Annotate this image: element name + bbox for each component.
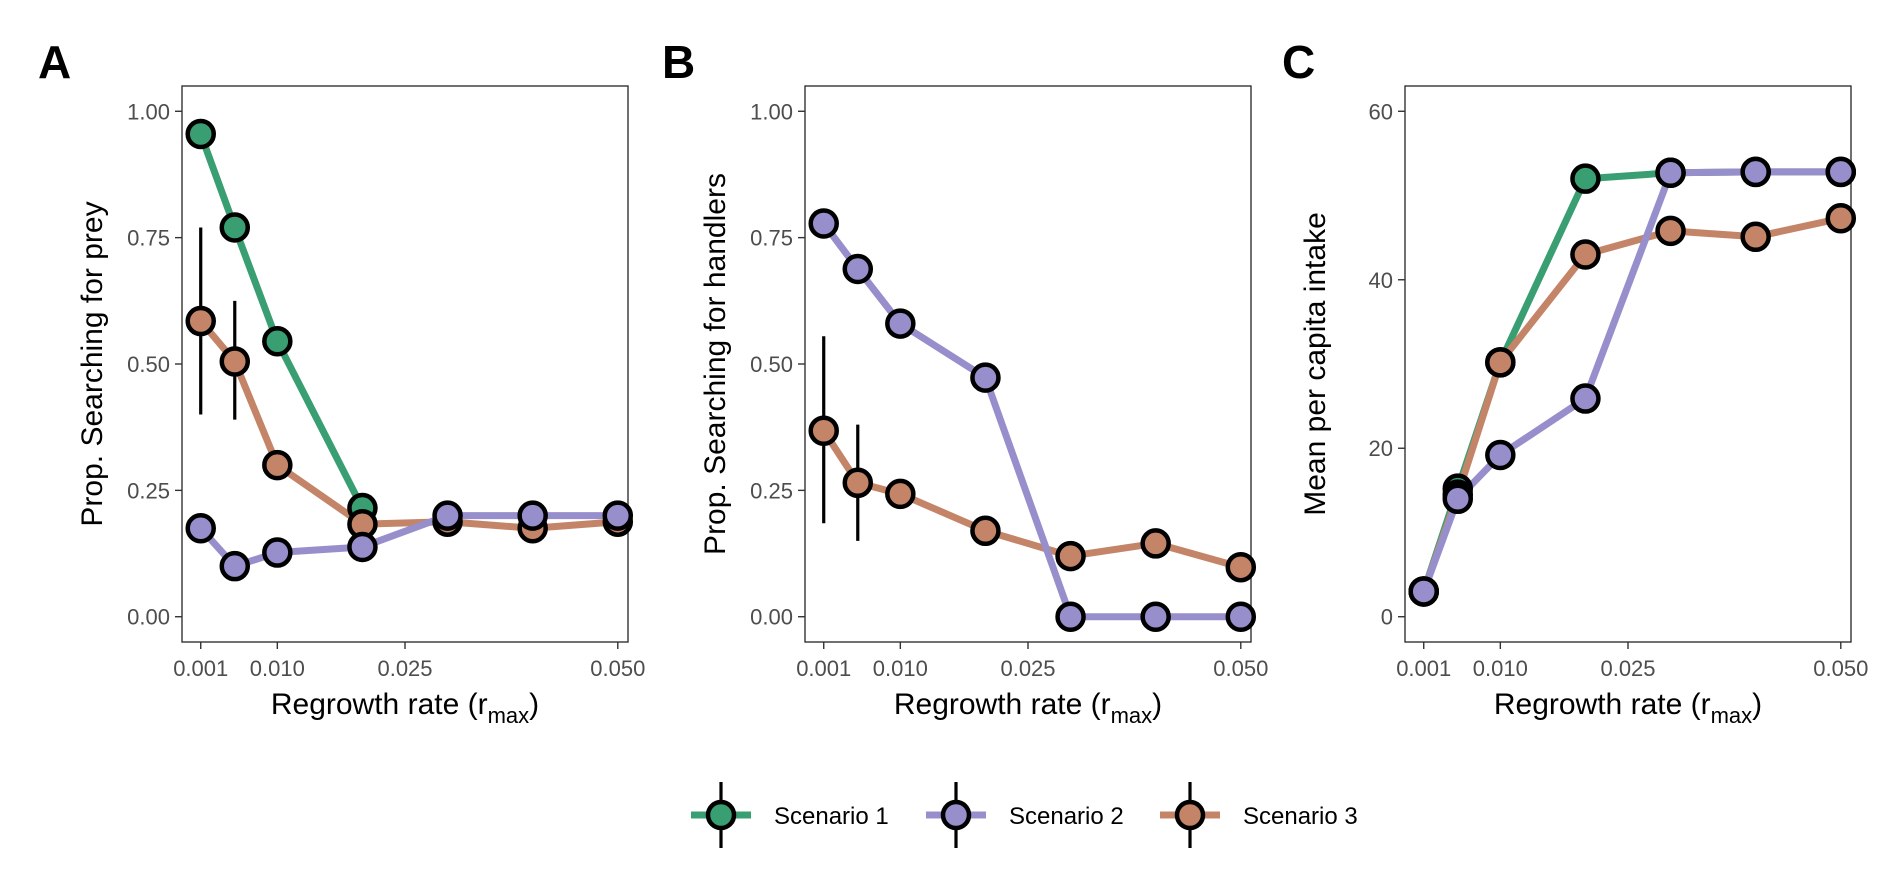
x-tick-label: 0.050 [1813, 656, 1868, 681]
panel-c: C 0 20 40 60 0.001 0.010 0.025 0.050 Regrowth rat… [1282, 36, 1868, 728]
data-point [262, 326, 293, 357]
data-point [1442, 483, 1474, 515]
data-point [432, 500, 463, 531]
data-point [1655, 157, 1686, 189]
data-point [1225, 601, 1257, 632]
data-point [1140, 601, 1171, 632]
series-line-scenario-2 [820, 220, 1245, 621]
data-point [347, 531, 378, 563]
data-point [219, 550, 251, 582]
legend-label: Scenario 1 [774, 803, 889, 830]
x-axis-title: Regrowth rate (rmax) [271, 688, 539, 728]
data-point [219, 212, 251, 243]
x-tick-label: 0.010 [873, 656, 928, 681]
data-point [1740, 156, 1771, 188]
x-tick-label: 0.025 [1000, 656, 1055, 681]
panel-b: B 0.00 0.25 0.50 0.75 1.00 0.001 0.010 0.025 0.05… [662, 36, 1268, 728]
data-point [842, 253, 874, 285]
legend-label: Scenario 3 [1243, 803, 1358, 830]
x-axis-title: Regrowth rate (rmax) [894, 688, 1162, 728]
y-tick-label: 0.75 [750, 226, 793, 251]
y-tick-label: 60 [1369, 99, 1393, 124]
x-tick-label: 0.001 [1396, 656, 1451, 681]
data-point [808, 415, 839, 446]
x-tick-label: 0.010 [250, 656, 305, 681]
y-axis-title: Prop. Searching for handlers [699, 173, 732, 555]
series-line-scenario-3 [197, 317, 622, 532]
y-axis-title: Prop. Searching for prey [76, 201, 109, 526]
panel-letter: A [38, 36, 71, 88]
legend-key-point [705, 799, 737, 831]
legend-label: Scenario 2 [1009, 803, 1124, 830]
y-tick-label: 40 [1369, 268, 1393, 293]
y-tick-label: 0.25 [750, 478, 793, 503]
legend-key-point [1174, 799, 1206, 831]
x-axis-title: Regrowth rate (rmax) [1494, 688, 1762, 728]
x-tick-label: 0.025 [377, 656, 432, 681]
panel-letter: C [1282, 36, 1315, 88]
data-point [808, 208, 839, 239]
panel-letter: B [662, 36, 695, 88]
data-point [1055, 540, 1086, 572]
data-point [185, 118, 216, 150]
data-point [1055, 601, 1086, 632]
data-point [1570, 383, 1601, 414]
data-point [1485, 347, 1516, 378]
y-tick-label: 20 [1369, 436, 1393, 461]
x-tick-label: 0.010 [1473, 656, 1528, 681]
y-tick-label: 0.00 [750, 605, 793, 630]
data-point [1570, 163, 1601, 194]
legend-key-point [940, 799, 972, 831]
y-tick-label: 0.25 [127, 478, 170, 503]
data-point [970, 362, 1001, 393]
legend: Scenario 1 Scenario 2 Scenario 3 [691, 782, 1358, 848]
data-point [842, 467, 874, 499]
plot-frame [804, 85, 1252, 643]
y-tick-label: 0.75 [127, 226, 170, 251]
y-tick-label: 0.50 [750, 352, 793, 377]
x-tick-label: 0.025 [1600, 656, 1655, 681]
panel-a: A 0.00 0.25 0.50 0.75 1.00 0.001 0.010 0.025 0.05… [38, 36, 645, 728]
data-point [1225, 551, 1257, 583]
x-tick-label: 0.001 [796, 656, 851, 681]
data-point [1140, 528, 1171, 559]
x-tick-label: 0.050 [1213, 656, 1268, 681]
data-point [1655, 215, 1686, 247]
series-line-scenario-1 [197, 130, 366, 512]
data-point [1825, 203, 1857, 234]
y-tick-label: 0.50 [127, 352, 170, 377]
data-point [1485, 439, 1516, 471]
y-tick-label: 1.00 [127, 99, 170, 124]
data-point [517, 500, 548, 531]
data-point [185, 305, 216, 337]
data-point [1408, 576, 1439, 607]
data-point [602, 500, 634, 531]
data-point [1740, 221, 1771, 253]
data-point [970, 515, 1001, 547]
data-point [219, 346, 251, 377]
data-point [885, 308, 916, 339]
data-point [1570, 239, 1601, 270]
y-tick-label: 0 [1381, 605, 1393, 630]
data-point [185, 513, 216, 544]
data-point [262, 537, 293, 568]
data-point [885, 478, 916, 510]
y-tick-label: 0.00 [127, 605, 170, 630]
y-axis-title: Mean per capita intake [1299, 212, 1332, 516]
x-tick-label: 0.050 [590, 656, 645, 681]
x-tick-label: 0.001 [173, 656, 228, 681]
data-point [262, 449, 293, 481]
data-point [1825, 156, 1857, 188]
y-tick-label: 1.00 [750, 99, 793, 124]
